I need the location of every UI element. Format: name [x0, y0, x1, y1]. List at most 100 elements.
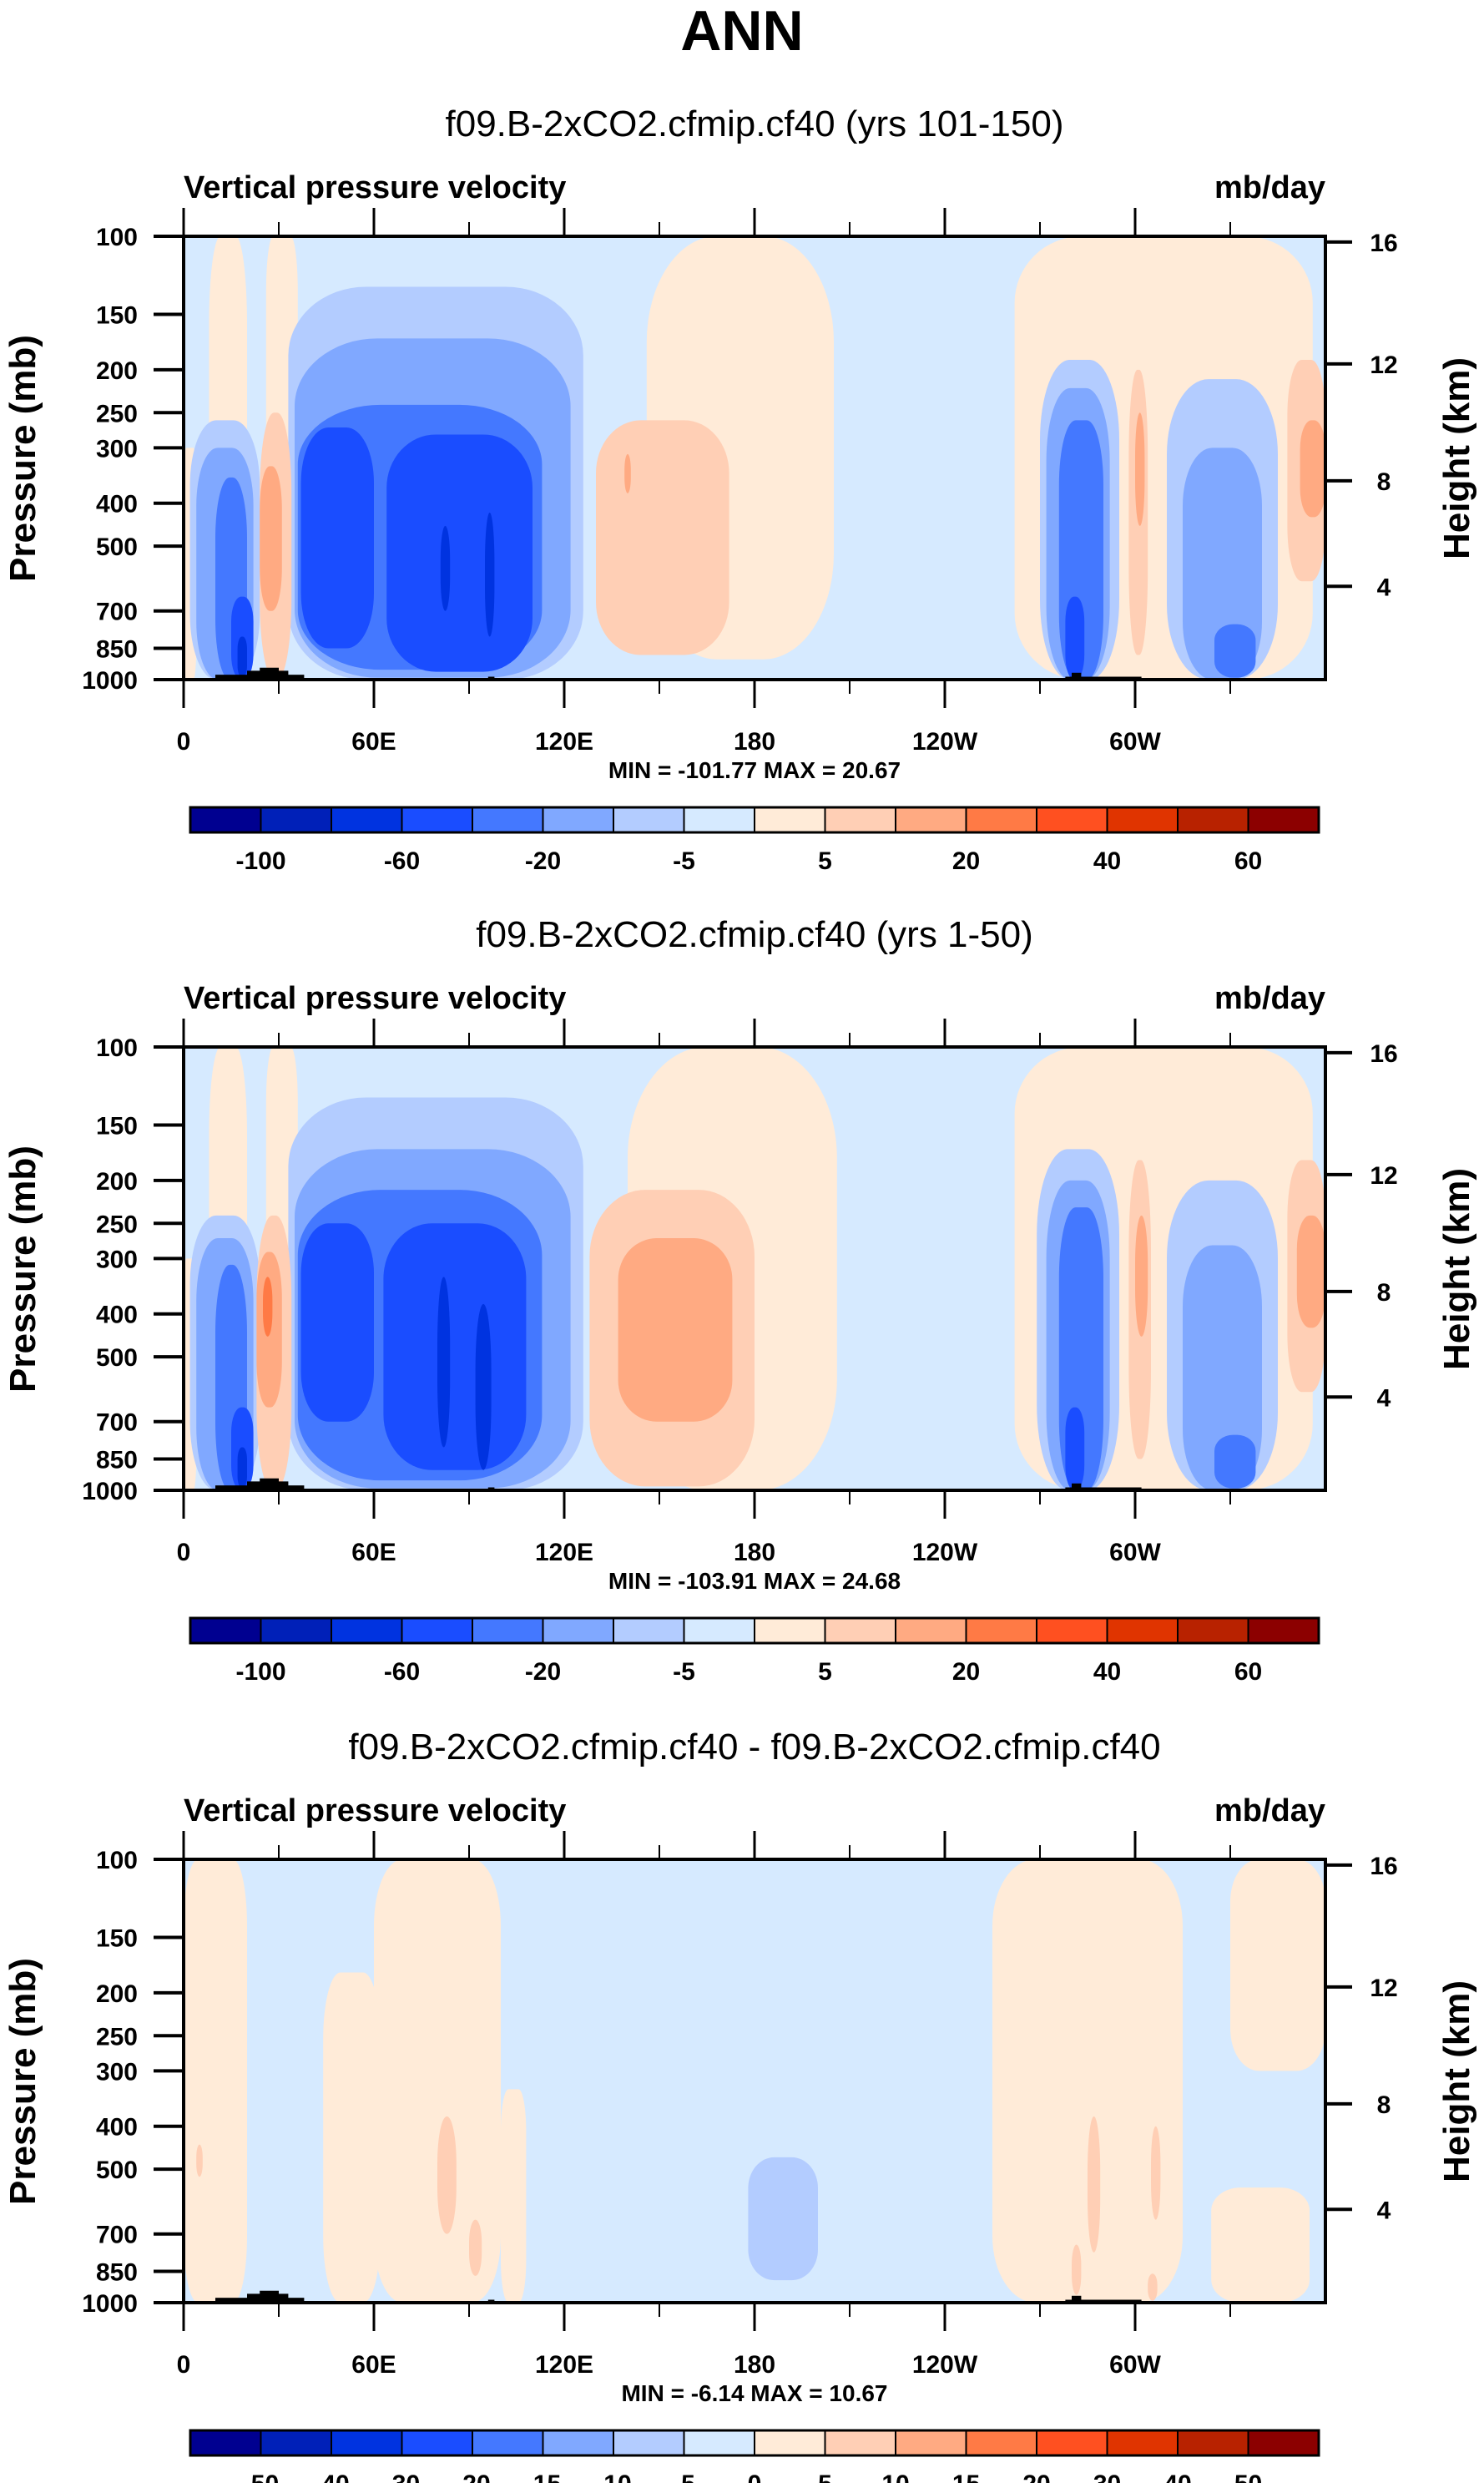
colorbar-box [472, 807, 544, 833]
contour-region [196, 2144, 203, 2177]
y-right-tick-label: 16 [1370, 230, 1397, 257]
colorbar-box [331, 2430, 403, 2456]
contour-region [1072, 2244, 1082, 2295]
contour-region [475, 1303, 492, 1470]
y-right-tick-label: 8 [1377, 1279, 1391, 1307]
colorbar-box [895, 2430, 967, 2456]
contour-region [1065, 596, 1085, 680]
panel-title: f09.B-2xCO2.cfmip.cf40 (yrs 1-50) [476, 914, 1033, 955]
topography-mask [260, 667, 279, 680]
y-tick-label: 300 [96, 2058, 138, 2086]
panel-3: f09.B-2xCO2.cfmip.cf40 - f09.B-2xCO2.cfm… [3, 1727, 1477, 2483]
colorbar-label: 5 [818, 2470, 832, 2483]
contour-region [260, 466, 282, 611]
contour-field [184, 1047, 1325, 1490]
contour-region [485, 512, 495, 637]
contour-region [1300, 420, 1325, 518]
colorbar-label: -100 [235, 847, 285, 875]
topography-mask [1072, 2295, 1082, 2303]
contour-region [1088, 2116, 1101, 2253]
topography-mask [260, 2290, 279, 2303]
contour-plot: 0 60E 120E 180 120W 60W 100 150 200 250 300 400 500 7… [82, 1019, 1398, 1566]
right-string: mb/day [1214, 981, 1325, 1016]
contour-region [501, 2089, 527, 2303]
y-tick-label: 100 [96, 1034, 138, 1062]
x-tick-label: 0 [177, 728, 191, 756]
contour-region [437, 1277, 451, 1448]
colorbar: -50-40-30-20-15-10-505101520304050 [189, 2429, 1320, 2483]
contour-region [300, 427, 374, 649]
colorbar-box [1247, 2430, 1320, 2456]
contour-region [1148, 2273, 1158, 2301]
colorbar-frame [189, 806, 1320, 834]
x-tick-label: 120E [535, 2351, 593, 2379]
x-tick-label: 120W [912, 728, 978, 756]
colorbar-box [1177, 2430, 1249, 2456]
colorbar-box [824, 2430, 896, 2456]
contour-region [383, 1223, 527, 1470]
panel-title: f09.B-2xCO2.cfmip.cf40 - f09.B-2xCO2.cfm… [348, 1727, 1160, 1767]
y-tick-label: 1000 [82, 2290, 138, 2318]
y-tick-label: 400 [96, 1302, 138, 1329]
y-tick-label: 200 [96, 1168, 138, 1196]
x-tick-label: 60E [351, 728, 396, 756]
colorbar-box [1247, 1617, 1320, 1644]
contour-region [1296, 1215, 1325, 1328]
contour-region [323, 1972, 381, 2303]
y-right-axis-label: Height (km) [1436, 357, 1477, 559]
min-max-stats: MIN = -103.91 MAX = 24.68 [608, 1568, 901, 1594]
y-right-tick-label: 4 [1377, 1384, 1391, 1412]
x-tick-label: 120E [535, 728, 593, 756]
colorbar-label: -60 [384, 1658, 420, 1686]
colorbar-label: 40 [1093, 1658, 1121, 1686]
colorbar-box [401, 2430, 473, 2456]
contour-region [184, 1859, 247, 2303]
y-right-tick-label: 16 [1370, 1853, 1397, 1880]
y-tick-label: 150 [96, 1113, 138, 1140]
y-tick-label: 200 [96, 1980, 138, 2008]
y-tick-label: 100 [96, 224, 138, 251]
contour-region [992, 1859, 1183, 2303]
colorbar-label: 15 [952, 2470, 980, 2483]
contour-region [392, 1859, 419, 2084]
colorbar-frame [189, 2429, 1320, 2457]
x-tick-label: 0 [177, 1539, 191, 1566]
colorbar-box [542, 1617, 614, 1644]
y-tick-label: 700 [96, 2222, 138, 2249]
contour-field [184, 1859, 1325, 2303]
contour-region [263, 1277, 273, 1337]
left-string: Vertical pressure velocity [184, 981, 566, 1016]
y-tick-label: 1000 [82, 1478, 138, 1505]
colorbar-box [472, 1617, 544, 1644]
colorbar-label: -20 [525, 847, 561, 875]
y-tick-label: 100 [96, 1847, 138, 1874]
colorbar-box [401, 1617, 473, 1644]
colorbar-box [189, 807, 262, 833]
contour-region [237, 636, 247, 678]
contour-region [596, 420, 729, 655]
colorbar-box [683, 807, 755, 833]
right-string: mb/day [1214, 1793, 1325, 1828]
colorbar-box [472, 2430, 544, 2456]
colorbar-box [754, 807, 826, 833]
y-right-tick-label: 8 [1377, 468, 1391, 496]
colorbar-box [824, 807, 896, 833]
colorbar-label: -60 [384, 847, 420, 875]
x-tick-label: 120W [912, 1539, 978, 1566]
colorbar-box [1247, 807, 1320, 833]
panel-title: f09.B-2xCO2.cfmip.cf40 (yrs 101-150) [446, 104, 1064, 144]
colorbar-label: 30 [1093, 2470, 1121, 2483]
y-right-tick-label: 4 [1377, 2197, 1391, 2224]
y-right-tick-label: 8 [1377, 2091, 1391, 2119]
y-tick-label: 500 [96, 2157, 138, 2184]
colorbar-label: -100 [235, 1658, 285, 1686]
contour-region [1183, 448, 1262, 680]
colorbar-box [824, 1617, 896, 1644]
y-tick-label: 400 [96, 491, 138, 518]
contour-plot: 0 60E 120E 180 120W 60W 100 150 200 250 300 400 500 7… [82, 1831, 1398, 2379]
panel-1: f09.B-2xCO2.cfmip.cf40 (yrs 101-150) Ver… [3, 104, 1477, 875]
contour-region [1065, 1407, 1085, 1490]
colorbar-box [1036, 2430, 1108, 2456]
colorbar-label: -5 [673, 2470, 695, 2483]
